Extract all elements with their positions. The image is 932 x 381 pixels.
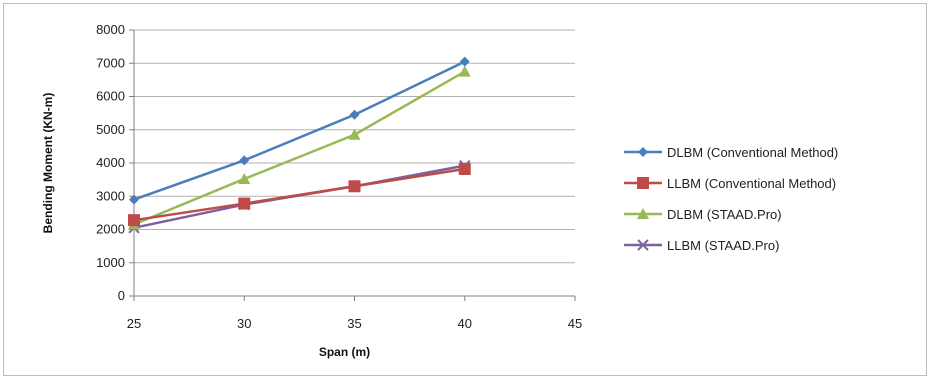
y-tick-label: 8000 <box>96 22 125 37</box>
data-point <box>458 162 471 175</box>
data-point <box>348 128 361 140</box>
x-tick-label: 40 <box>458 316 472 331</box>
data-point <box>349 109 360 120</box>
data-point <box>348 180 361 193</box>
legend-marker <box>637 208 649 219</box>
y-axis-title: Bending Moment (KN-m) <box>41 93 55 234</box>
chart-frame: 0 1000 2000 3000 4000 5000 6000 7000 8000 25 30 35… <box>3 3 927 376</box>
y-tick-label: 2000 <box>96 222 125 237</box>
series-line <box>133 167 465 222</box>
data-point <box>238 197 251 210</box>
y-tick-label: 0 <box>118 288 125 303</box>
y-tick-label: 3000 <box>96 188 125 203</box>
series-group <box>128 56 471 234</box>
legend-label: DLBM (Conventional Method) <box>667 145 838 160</box>
data-point <box>459 56 470 67</box>
legend-label: LLBM (Conventional Method) <box>667 176 836 191</box>
legend-marker <box>637 239 649 251</box>
y-tick-label: 1000 <box>96 255 125 270</box>
legend-entry: DLBM (STAAD.Pro) <box>624 207 782 222</box>
legend-marker <box>637 177 649 189</box>
x-tick-labels: 25 30 35 40 45 <box>127 316 582 331</box>
x-axis-title: Span (m) <box>319 345 370 359</box>
legend-entry: DLBM (Conventional Method) <box>624 145 838 160</box>
legend-marker <box>638 147 648 157</box>
legend-entry: LLBM (STAAD.Pro) <box>624 238 779 253</box>
axes <box>129 29 576 301</box>
legend-entry: LLBM (Conventional Method) <box>624 176 836 191</box>
y-tick-label: 4000 <box>96 155 125 170</box>
y-tick-label: 5000 <box>96 122 125 137</box>
x-tick-label: 30 <box>237 316 251 331</box>
x-tick-label: 45 <box>568 316 582 331</box>
legend: DLBM (Conventional Method) LLBM (Conventi… <box>624 145 838 253</box>
series-line <box>133 60 466 201</box>
y-tick-label: 7000 <box>96 55 125 70</box>
legend-label: LLBM (STAAD.Pro) <box>667 238 779 253</box>
data-point <box>128 214 140 227</box>
legend-label: DLBM (STAAD.Pro) <box>667 207 782 222</box>
series-line <box>133 70 466 226</box>
gridlines <box>134 29 575 264</box>
data-point <box>239 155 250 166</box>
line-chart: 0 1000 2000 3000 4000 5000 6000 7000 8000 25 30 35… <box>41 22 838 359</box>
data-point <box>238 172 251 184</box>
y-tick-label: 6000 <box>96 89 125 104</box>
x-tick-label: 35 <box>347 316 361 331</box>
x-tick-label: 25 <box>127 316 141 331</box>
data-point <box>129 194 139 205</box>
y-tick-labels: 0 1000 2000 3000 4000 5000 6000 7000 8000 <box>96 22 125 303</box>
data-point <box>458 65 471 77</box>
